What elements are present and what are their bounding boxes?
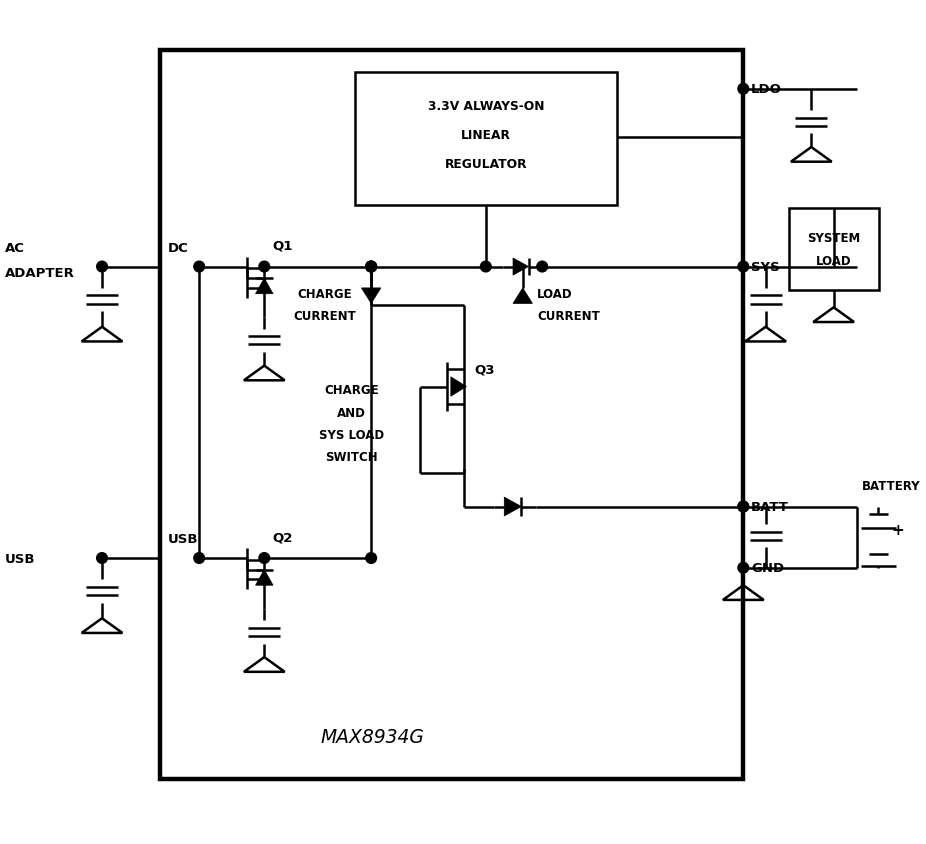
Text: CURRENT: CURRENT xyxy=(537,309,600,322)
Circle shape xyxy=(194,553,205,564)
Text: +: + xyxy=(891,522,904,538)
Text: REGULATOR: REGULATOR xyxy=(444,158,527,170)
Polygon shape xyxy=(513,258,529,276)
Text: LDO: LDO xyxy=(751,83,782,96)
Circle shape xyxy=(738,501,748,512)
Polygon shape xyxy=(256,279,273,295)
Bar xyxy=(789,209,880,290)
Circle shape xyxy=(259,553,269,564)
Text: GND: GND xyxy=(751,561,784,575)
Circle shape xyxy=(96,553,107,564)
Polygon shape xyxy=(256,570,273,586)
Circle shape xyxy=(96,262,107,273)
Text: USB: USB xyxy=(5,552,35,565)
Text: CHARGE: CHARGE xyxy=(297,288,352,300)
Text: LINEAR: LINEAR xyxy=(461,129,511,142)
Bar xyxy=(355,73,617,206)
Text: LOAD: LOAD xyxy=(817,255,852,268)
Circle shape xyxy=(537,262,547,273)
Bar xyxy=(160,51,744,779)
Text: USB: USB xyxy=(169,533,198,545)
Circle shape xyxy=(481,262,491,273)
Text: Q3: Q3 xyxy=(474,363,494,376)
Text: MAX8934G: MAX8934G xyxy=(320,728,424,746)
Polygon shape xyxy=(451,377,467,397)
Text: 3.3V ALWAYS-ON: 3.3V ALWAYS-ON xyxy=(428,100,544,112)
Polygon shape xyxy=(361,289,381,304)
Text: CHARGE: CHARGE xyxy=(324,384,379,397)
Text: Q2: Q2 xyxy=(272,531,293,544)
Text: BATTERY: BATTERY xyxy=(862,479,920,492)
Text: AC: AC xyxy=(5,241,25,254)
Polygon shape xyxy=(505,497,521,517)
Text: SYS: SYS xyxy=(751,261,780,273)
Text: SYSTEM: SYSTEM xyxy=(807,231,861,245)
Text: ADAPTER: ADAPTER xyxy=(5,267,75,279)
Text: BATT: BATT xyxy=(751,500,789,513)
Polygon shape xyxy=(513,289,532,304)
Text: SWITCH: SWITCH xyxy=(325,451,378,464)
Text: LOAD: LOAD xyxy=(537,288,573,300)
Text: DC: DC xyxy=(169,241,189,254)
Circle shape xyxy=(738,501,748,512)
Circle shape xyxy=(366,262,377,273)
Text: Q1: Q1 xyxy=(272,240,293,252)
Circle shape xyxy=(366,262,377,273)
Circle shape xyxy=(738,563,748,573)
Circle shape xyxy=(738,262,748,273)
Circle shape xyxy=(366,553,377,564)
Text: SYS LOAD: SYS LOAD xyxy=(319,429,384,441)
Circle shape xyxy=(259,262,269,273)
Circle shape xyxy=(194,262,205,273)
Text: CURRENT: CURRENT xyxy=(294,309,356,322)
Text: AND: AND xyxy=(337,406,366,419)
Circle shape xyxy=(366,262,377,273)
Circle shape xyxy=(738,84,748,95)
